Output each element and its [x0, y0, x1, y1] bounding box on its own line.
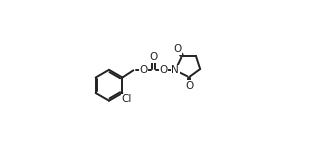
Text: N: N [171, 65, 179, 75]
Text: O: O [149, 52, 158, 62]
Text: O: O [139, 65, 147, 75]
Text: O: O [173, 44, 181, 54]
Text: Cl: Cl [122, 94, 132, 104]
Text: O: O [185, 81, 193, 91]
Text: O: O [160, 65, 168, 75]
